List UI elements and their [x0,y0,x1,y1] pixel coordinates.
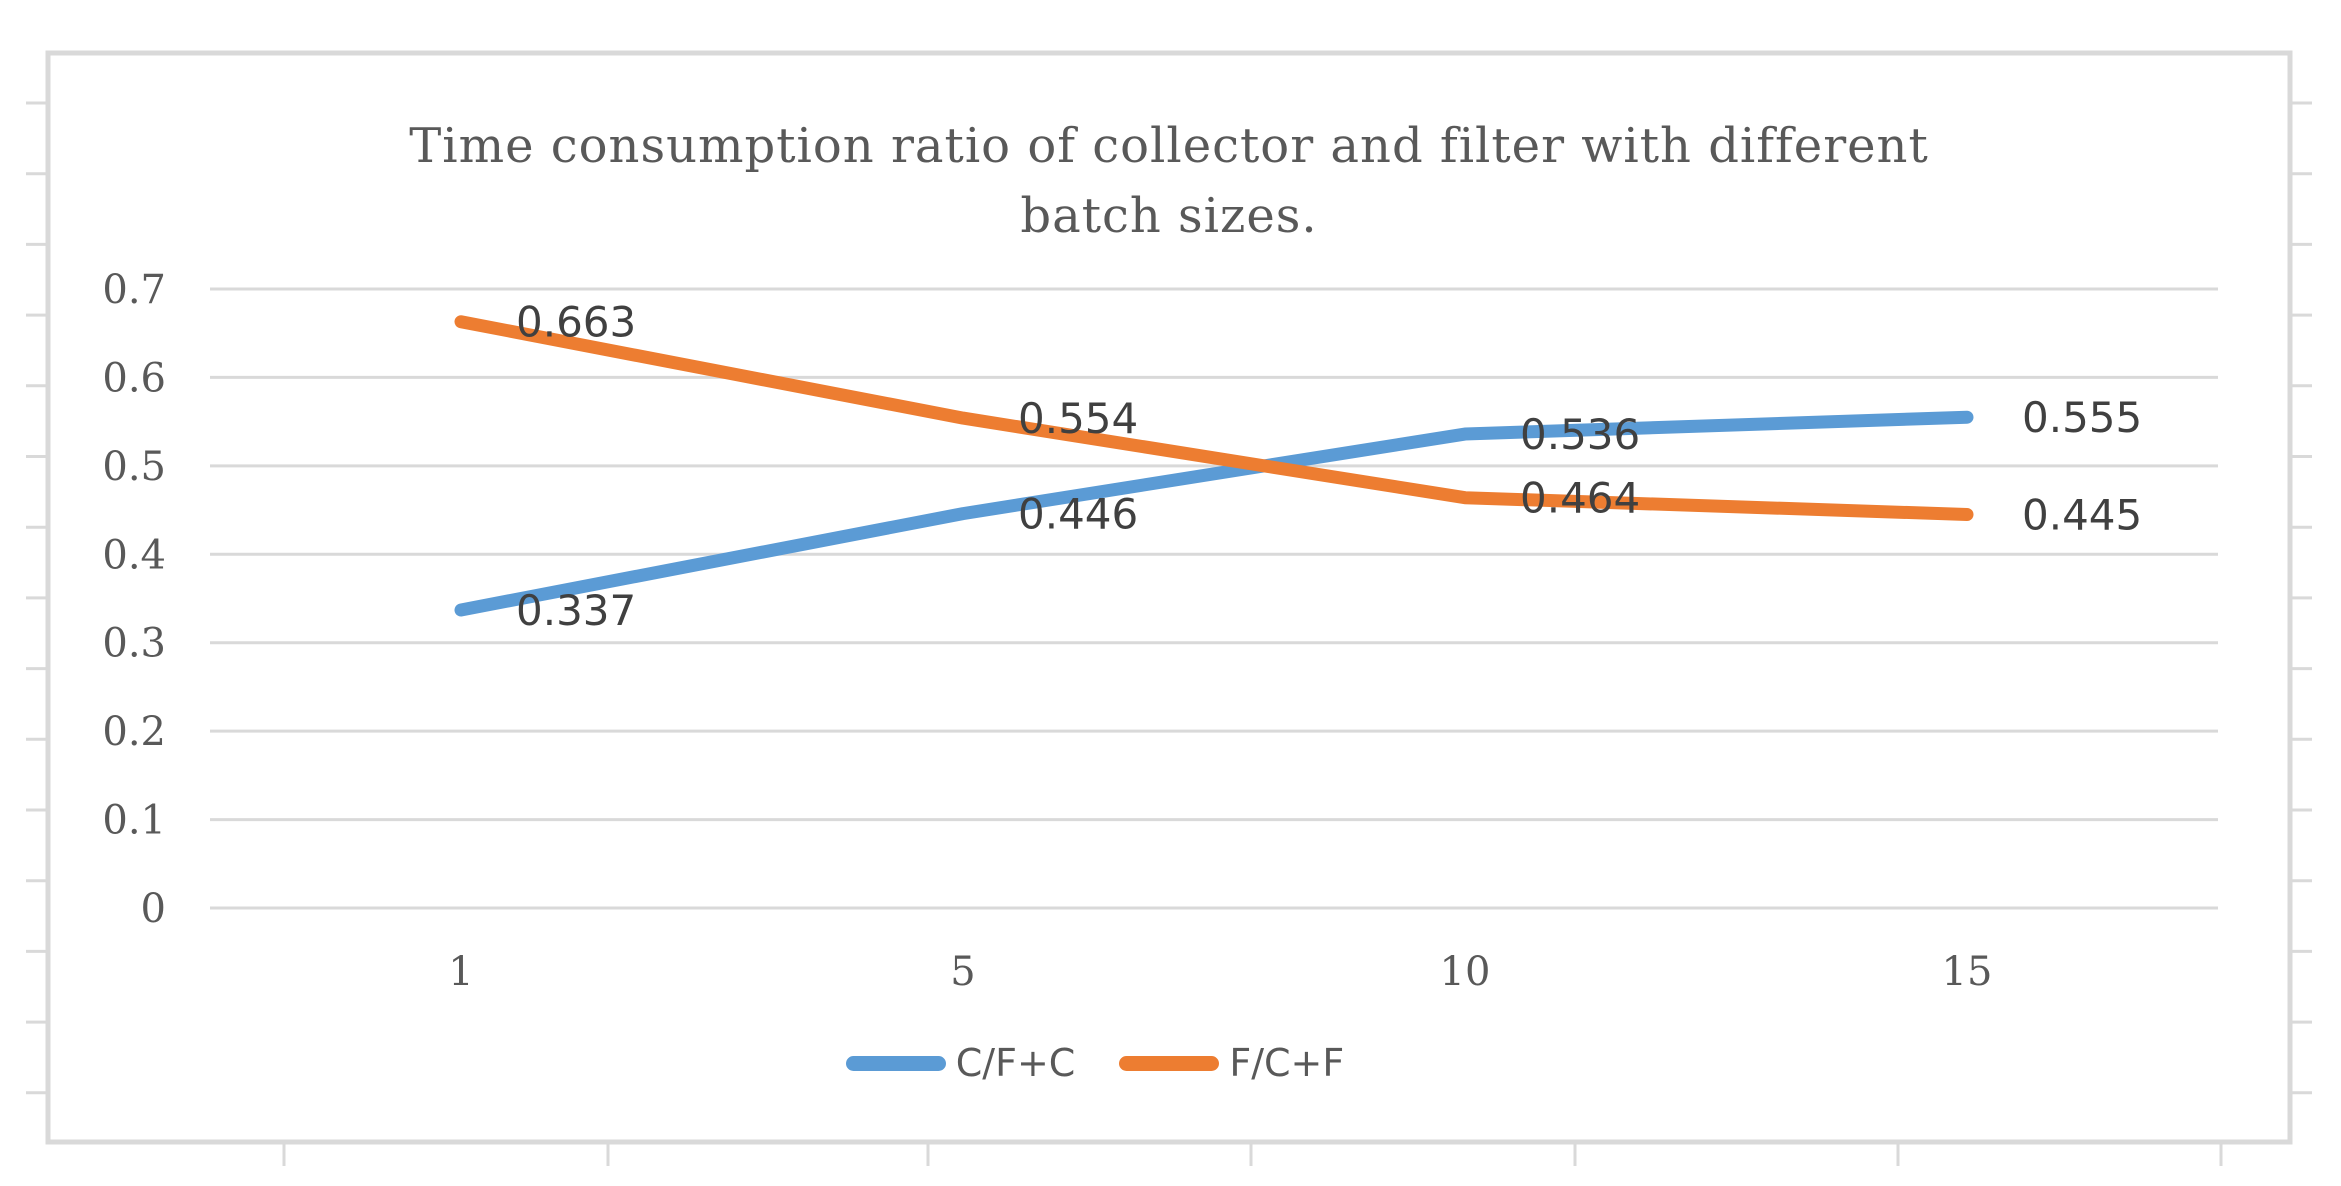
chart-legend: C/F+C F/C+F [0,1044,2190,1082]
series-lines [454,315,1974,617]
axis-tick-labels: 0.70.60.50.40.30.20.101 5 10 15 [102,267,1992,995]
legend-label-c-f-c: C/F+C [955,1041,1076,1085]
y-axis-tick-label: 0.4 [102,532,166,578]
chart-title-line-2: batch sizes. [1020,188,1317,244]
data-label: 0.464 [1520,474,1640,523]
x-axis-tick-label: 10 [1440,949,1491,995]
x-axis-tick-label: 15 [1942,949,1993,995]
data-label: 0.554 [1018,394,1138,443]
y-axis-tick-label: 0.5 [102,444,166,490]
legend-item-f-c-f: F/C+F [1119,1044,1344,1082]
y-axis-tick-label: 0 [141,886,166,932]
x-axis-tick-label: 1 [448,949,473,995]
series-line-f-c-f [454,315,1974,521]
series-line-c-f-c [454,410,1974,617]
plot-gridlines [210,287,2218,910]
chart-title-line-1: Time consumption ratio of collector and … [409,118,1929,174]
x-axis-tick-label: 5 [950,949,975,995]
legend-label-f-c-f: F/C+F [1229,1041,1345,1085]
chart-border [45,50,2293,1145]
y-axis-tick-label: 0.7 [102,267,166,313]
data-labels: 0.337 0.446 0.536 0.555 0.663 0.554 0.464 0.445 [516,298,2142,635]
legend-item-c-f-c: C/F+C [845,1041,1076,1085]
y-axis-tick-label: 0.6 [102,355,166,401]
legend-swatch-f-c-f [1119,1055,1220,1071]
data-label: 0.337 [516,586,636,635]
y-axis-tick-label: 0.1 [102,798,166,844]
sheet-gridline-ticks [26,101,2312,1166]
data-label: 0.446 [1018,490,1138,539]
data-label: 0.663 [516,298,636,347]
y-axis-tick-label: 0.2 [102,709,166,755]
legend-swatch-c-f-c [845,1055,946,1071]
data-label: 0.555 [2022,393,2142,442]
y-axis-tick-label: 0.3 [102,621,166,667]
data-label: 0.536 [1520,410,1640,459]
data-label: 0.445 [2022,490,2142,539]
